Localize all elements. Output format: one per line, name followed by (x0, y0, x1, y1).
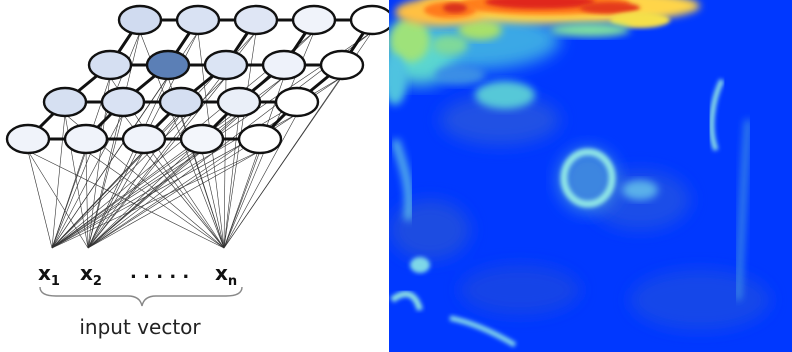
svg-text:xn: xn (215, 261, 237, 289)
input-vector-caption: input vector (79, 315, 201, 339)
grid-node-r0-c3 (291, 4, 337, 36)
heatmap-right-streak (709, 78, 751, 301)
input-0-connection (51, 113, 124, 249)
grid-node-r1-c0 (87, 49, 133, 81)
grid-node-r2-c2 (158, 86, 204, 118)
grid-node-r2-c3 (216, 86, 262, 118)
heatmap-bottom-left-streaks (390, 138, 517, 348)
input-1-connection (85, 150, 89, 249)
grid-node-r3-c0 (5, 123, 51, 155)
grid-node-r0-c2 (233, 4, 279, 36)
grid-node-r1-c4 (319, 49, 365, 81)
input-2-connection (223, 113, 298, 249)
grid-node-r3-c2 (121, 123, 167, 155)
input-1-connection (87, 150, 203, 249)
som-diagram: x1 x2 . . . . . xn input vector (5, 4, 395, 339)
grid-node-r1-c2 (203, 49, 249, 81)
input-0-connection (51, 150, 87, 249)
heatmap-center-ring (558, 148, 658, 212)
grid-edges (26, 18, 374, 141)
input-1-connection (87, 76, 169, 249)
input-1-connection (87, 113, 124, 249)
grid-node-r3-c4 (237, 123, 283, 155)
grid-node-r2-c4 (274, 86, 320, 118)
input-2-connection (223, 113, 240, 249)
svg-text:x1: x1 (38, 261, 60, 289)
grid-node-r2-c0 (42, 86, 88, 118)
input-2-connection (143, 150, 225, 249)
input-2-connection (223, 150, 261, 249)
winner-node (145, 49, 191, 81)
input-1-connection (87, 76, 227, 249)
svg-text:x2: x2 (80, 261, 102, 289)
input-0-connection (51, 76, 169, 249)
heatmap-hot-band (395, 0, 700, 37)
input-0-connection (51, 150, 261, 249)
grid-node-r1-c3 (261, 49, 307, 81)
grid-node-r0-c0 (117, 4, 163, 36)
grid-node-r3-c3 (179, 123, 225, 155)
input-0-connection (51, 76, 111, 249)
input-label-x1: x1 (38, 261, 60, 289)
heatmap (389, 0, 792, 352)
input-1-connection (27, 150, 89, 249)
input-2-connection (27, 150, 225, 249)
grid-node-r0-c1 (175, 4, 221, 36)
grid-node-r2-c1 (100, 86, 146, 118)
grid-node-r0-c4 (349, 4, 395, 36)
input-0-connection (51, 150, 145, 249)
input-label-x2: x2 (80, 261, 102, 289)
input-0-connection (27, 150, 53, 249)
input-label-xn: xn (215, 261, 237, 289)
input-2-connection (201, 150, 225, 249)
input-2-connection (223, 76, 343, 249)
input-1-connection (87, 150, 145, 249)
input-brace (39, 286, 243, 307)
input-0-connection (51, 113, 66, 249)
grid-node-r3-c1 (63, 123, 109, 155)
grid-nodes (5, 4, 395, 155)
input-ellipsis: . . . . . (130, 262, 189, 283)
input-1-connection (87, 150, 261, 249)
input-2-connection (223, 76, 285, 249)
input-2-connection (85, 150, 225, 249)
